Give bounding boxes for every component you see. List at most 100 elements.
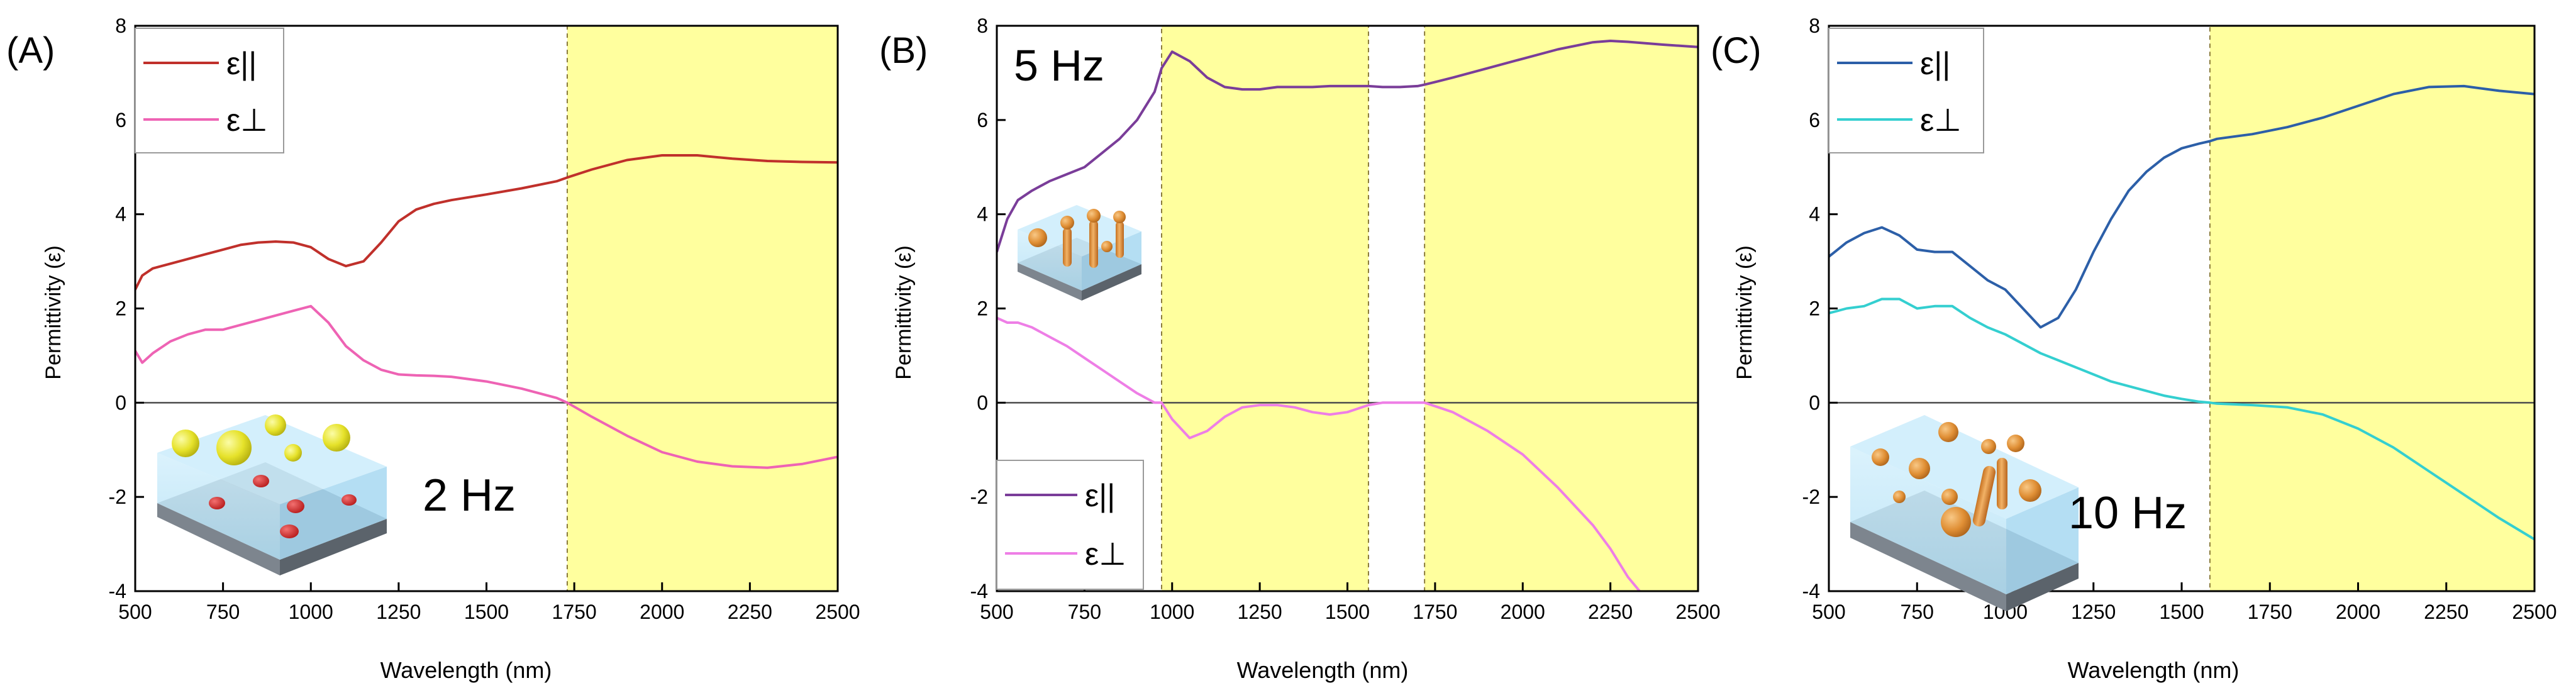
panel-c-y-tick-label: 6 xyxy=(1809,109,1820,131)
panel-b-shaded-region xyxy=(1162,26,1368,591)
panel-c-inset-orange-sphere xyxy=(1909,458,1930,479)
panel-b-x-tick-label: 1000 xyxy=(1150,601,1194,623)
panel-a-inset-yellow-sphere xyxy=(323,424,350,452)
panel-c-y-tick-label: 8 xyxy=(1809,14,1820,37)
panel-c-x-tick-label: 1750 xyxy=(2248,601,2292,623)
panel-c-legend: ε|| ε⊥ xyxy=(1828,28,1984,153)
panel-a-label: (A) xyxy=(6,30,55,71)
panel-c-legend-par: ε|| xyxy=(1920,46,1950,81)
panel-c-inset-orange-sphere xyxy=(1941,507,1971,537)
panel-c-plot: 500 750 1000 1250 1500 1750 2000 2250 2500-4-202… xyxy=(1802,14,2557,623)
panel-a-inset-yellow-sphere xyxy=(172,430,199,457)
panel-c-inset-orange-sphere xyxy=(1872,448,1889,466)
panel-a-x-tick-label: 1500 xyxy=(464,601,509,623)
panel-a-x-tick-label: 1750 xyxy=(552,601,597,623)
panel-c-series-parallel-line xyxy=(1829,84,2534,329)
panel-b-y-tick-label: 8 xyxy=(977,14,988,37)
panel-b-shaded-region xyxy=(1424,26,1698,591)
panel-b-inset-illustration xyxy=(1018,205,1141,301)
panel-b-x-tick-label: 1750 xyxy=(1413,601,1457,623)
panel-c-x-tick-label: 2000 xyxy=(2336,601,2380,623)
panel-a-inset-red-particle xyxy=(280,524,299,538)
panel-a-y-tick-label: -4 xyxy=(109,580,126,602)
panel-c-legend-perp: ε⊥ xyxy=(1920,103,1962,138)
panel-a-y-tick-label: 2 xyxy=(115,297,126,320)
panel-c-legend-box xyxy=(1828,28,1984,153)
panel-b-inset-film-side xyxy=(1082,231,1141,291)
panel-a-x-tick-label: 2500 xyxy=(815,601,860,623)
panel-b-x-tick-label: 2250 xyxy=(1588,601,1633,623)
panel-c-x-tick-label: 1250 xyxy=(2071,601,2116,623)
panel-b-y-tick-label: -2 xyxy=(970,485,988,508)
panel-c-inset-film-front xyxy=(1850,447,2006,594)
panel-c-y-tick-label: -2 xyxy=(1802,485,1820,508)
panel-b-x-tick-label: 1250 xyxy=(1238,601,1282,623)
panel-a-y-tick-label: 8 xyxy=(115,14,126,37)
panel-b-inset-orange-sphere xyxy=(1028,228,1047,247)
panel-a-inset-illustration xyxy=(157,414,387,575)
panel-a-legend-perp: ε⊥ xyxy=(226,103,268,138)
panel-c-inset-film-side xyxy=(2006,487,2079,594)
panel-a-inset-substrate-side xyxy=(280,519,387,575)
panel-a-inset-film-side xyxy=(280,467,387,560)
panel-b-inset-orange-sphere xyxy=(1101,241,1113,252)
panel-b-legend: ε|| ε⊥ xyxy=(996,460,1144,590)
panel-a-inset-yellow-sphere xyxy=(265,414,286,436)
panel-a-inset-red-particle xyxy=(287,499,304,513)
panel-a: (A) 500 750 1000 1250 1500 1750 2000 2250 2500 -4… xyxy=(6,14,860,683)
panel-b-legend-box xyxy=(996,460,1144,590)
panel-a-legend-box xyxy=(135,28,284,153)
panel-a-inset-film-top xyxy=(157,415,387,504)
panel-c-x-tick-label: 2250 xyxy=(2424,601,2468,623)
panel-a-inset-yellow-sphere xyxy=(284,444,302,462)
panel-a-x-tick-label: 500 xyxy=(118,601,152,623)
panel-b-frequency-label: 5 Hz xyxy=(1014,41,1104,90)
panel-b-inset-orange-sphere xyxy=(1113,211,1126,223)
panel-b-series-perpendicular-line xyxy=(997,316,1641,591)
panel-a-inset-substrate-front xyxy=(157,503,280,575)
panel-a-inset-yellow-sphere xyxy=(216,430,252,465)
panel-b-inset-orange-sphere xyxy=(1060,216,1074,230)
panel-c-xlabel: Wavelength (nm) xyxy=(2068,657,2240,683)
panel-b-y-tick-label: 4 xyxy=(977,203,988,226)
panel-b-y-tick-label: 2 xyxy=(977,297,988,320)
panel-b-plot: 500 750 1000 1250 1500 1750 2000 2250 2500 -4 -2 0 2… xyxy=(970,14,1721,623)
panel-c-inset-substrate-side xyxy=(2006,563,2079,611)
panel-a-frequency-label: 2 Hz xyxy=(423,470,516,521)
panel-b-legend-par: ε|| xyxy=(1085,478,1115,513)
panel-c-x-tick-label: 2500 xyxy=(2512,601,2557,623)
panel-a-series-parallel-line xyxy=(135,154,838,291)
panel-a-legend-par: ε|| xyxy=(226,46,257,81)
panel-a-legend: ε|| ε⊥ xyxy=(135,28,284,153)
panel-c-inset-orange-sphere xyxy=(1981,439,1996,454)
panel-a-xlabel: Wavelength (nm) xyxy=(380,657,552,683)
panel-b-x-tick-label: 500 xyxy=(980,601,1013,623)
panel-b-label: (B) xyxy=(879,30,928,71)
panel-b-inset-orange-sphere xyxy=(1087,209,1101,223)
panel-c-y-tick-label: 0 xyxy=(1809,391,1820,414)
panel-c-frequency-label: 10 Hz xyxy=(2068,488,2187,538)
panel-b-legend-perp: ε⊥ xyxy=(1085,536,1126,572)
panel-c-series-perpendicular-line xyxy=(1829,297,2534,541)
panel-c-inset-orange-sphere xyxy=(1938,422,1958,442)
panel-a-inset-red-particle xyxy=(253,475,269,487)
panel-a-ylabel: Permittivity (ε) xyxy=(42,245,65,379)
panel-b-ylabel: Permittivity (ε) xyxy=(892,245,916,379)
panel-a-x-tick-label: 1250 xyxy=(376,601,421,623)
panel-b-inset-substrate-side xyxy=(1082,264,1141,301)
panel-c-inset-orange-rod xyxy=(1972,465,1996,527)
panel-b-y-tick-label: -4 xyxy=(970,580,988,602)
panel-b-x-tick-label: 750 xyxy=(1068,601,1101,623)
panel-c-inset-orange-rod xyxy=(1997,458,2007,509)
panel-c-x-tick-label: 750 xyxy=(1901,601,1934,623)
panel-b-y-tick-label: 6 xyxy=(977,109,988,131)
panel-b-x-tick-label: 2000 xyxy=(1501,601,1545,623)
panel-b-inset-orange-rod xyxy=(1116,221,1124,258)
panel-c-ylabel: Permittivity (ε) xyxy=(1733,245,1757,379)
panel-a-plot: 500 750 1000 1250 1500 1750 2000 2250 2500 -4 -2 0 2… xyxy=(109,14,860,623)
panel-a-x-tick-label: 750 xyxy=(206,601,240,623)
panel-c-inset-illustration xyxy=(1850,415,2079,611)
panel-b-inset-orange-rod xyxy=(1089,220,1098,268)
panel-a-x-tick-label: 1000 xyxy=(289,601,333,623)
